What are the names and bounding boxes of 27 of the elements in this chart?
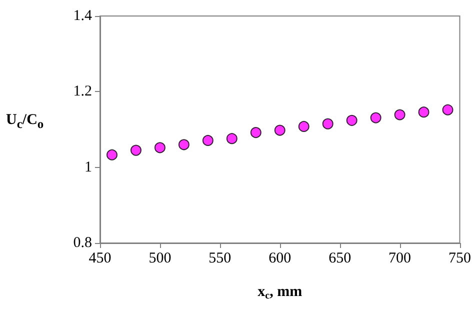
x-tick-label: 700 — [388, 250, 412, 266]
point — [250, 127, 262, 138]
y-tick-label: 1 — [84, 159, 92, 176]
point — [130, 144, 142, 156]
y-tick-label: 0.8 — [73, 235, 92, 251]
y-tick-label: 1.4 — [73, 8, 92, 24]
x-tick-label: 500 — [148, 250, 172, 266]
point — [178, 139, 190, 150]
point — [154, 142, 166, 154]
x-tick-label: 600 — [268, 250, 292, 266]
point — [274, 124, 286, 136]
x-tick-label: 750 — [448, 250, 471, 266]
point — [298, 120, 310, 132]
point — [394, 109, 406, 120]
point — [418, 106, 430, 118]
point — [106, 149, 118, 160]
x-tick-label: 550 — [208, 250, 232, 266]
point — [442, 104, 454, 116]
point — [370, 112, 382, 124]
point — [226, 133, 238, 144]
point — [322, 118, 334, 130]
x-tick-label: 450 — [88, 250, 112, 266]
y-tick-label: 1.2 — [73, 84, 92, 100]
point — [202, 134, 214, 146]
x-tick-label: 650 — [328, 250, 352, 266]
point — [346, 114, 358, 126]
y-axis-title: U$_{c}$/C$_{o}$ — [6, 112, 44, 132]
